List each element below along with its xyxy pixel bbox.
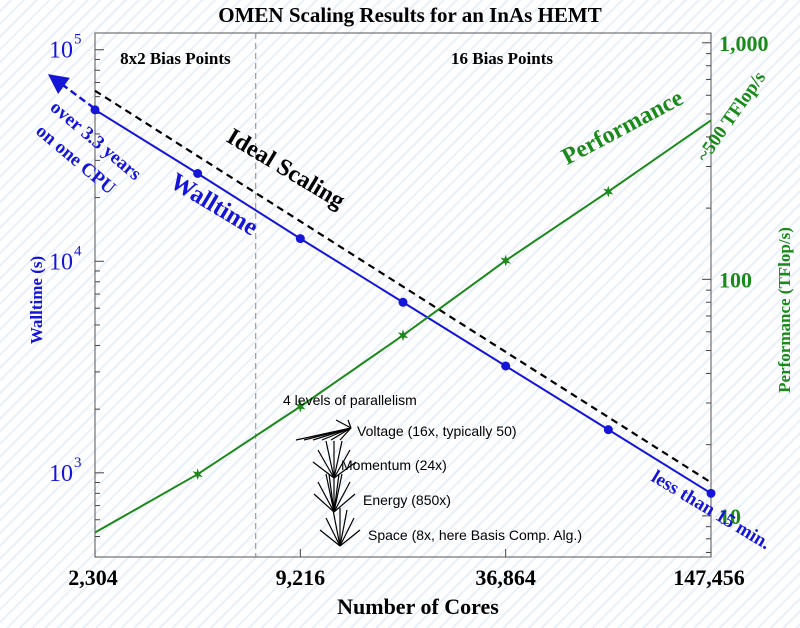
cpu-arrow xyxy=(47,74,95,110)
performance-point xyxy=(295,400,306,413)
parallelism-tree-1 xyxy=(295,419,352,441)
parallelism-tree-2 xyxy=(312,440,357,479)
performance-point xyxy=(500,254,511,267)
performance-point xyxy=(192,468,203,481)
parallelism-level-momentum: Momentum (24x) xyxy=(341,457,447,473)
right-axis: 10 100 1,000 xyxy=(702,31,769,554)
performance-point xyxy=(603,185,614,198)
walltime-point xyxy=(603,425,613,435)
x-tick-label: 2,304 xyxy=(68,565,118,590)
right-tick-label: 1,000 xyxy=(719,31,769,56)
left-tick-label: 10 xyxy=(49,249,73,275)
walltime-point xyxy=(706,488,716,498)
parallelism-tree-4 xyxy=(319,508,361,547)
walltime-point xyxy=(501,361,511,371)
plot-frame xyxy=(94,32,712,558)
walltime-point xyxy=(295,234,305,244)
right-tick-label: 10 xyxy=(719,504,741,529)
left-tick-exponent: 3 xyxy=(74,455,82,471)
walltime-point xyxy=(193,169,203,179)
walltime-point xyxy=(398,297,408,307)
x-tick-label: 9,216 xyxy=(276,565,326,590)
x-tick-label: 36,864 xyxy=(475,565,536,590)
series-line-ideal-scaling xyxy=(94,89,712,484)
region-label-8x2: 8x2 Bias Points xyxy=(120,49,231,68)
x-axis: 2,304 9,216 36,864 147,456 xyxy=(68,549,745,590)
performance-annotation: Performance xyxy=(558,85,688,171)
parallelism-level-voltage: Voltage (16x, typically 50) xyxy=(357,423,517,439)
x-tick-label: 147,456 xyxy=(673,565,745,590)
y-left-axis-label: Walltime (s) xyxy=(27,256,46,344)
region-label-16: 16 Bias Points xyxy=(451,49,553,68)
left-tick-exponent: 4 xyxy=(74,243,82,259)
left-tick-label: 10 xyxy=(49,461,73,487)
parallelism-tree-3 xyxy=(313,473,356,513)
left-tick-label: 10 xyxy=(49,38,73,64)
parallelism-title: 4 levels of parallelism xyxy=(283,392,417,408)
y-right-axis-label: Performance (TFlop/s) xyxy=(775,227,794,393)
chart-title: OMEN Scaling Results for an InAs HEMT xyxy=(218,3,602,27)
x-axis-label: Number of Cores xyxy=(337,594,499,619)
parallelism-level-space: Space (8x, here Basis Comp. Alg.) xyxy=(368,527,582,543)
right-tick-label: 100 xyxy=(719,267,752,292)
left-tick-exponent: 5 xyxy=(74,32,82,48)
performance-point xyxy=(397,329,409,342)
perf-peak-annotation: ~500 TFlop/s xyxy=(693,68,770,166)
series-layer xyxy=(90,89,716,534)
parallelism-level-energy: Energy (850x) xyxy=(363,492,451,508)
